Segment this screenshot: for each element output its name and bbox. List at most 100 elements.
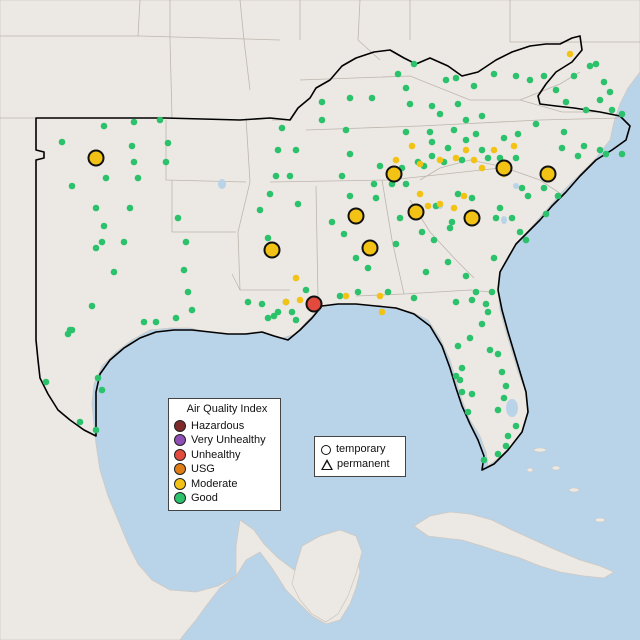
monitor-good[interactable]: [512, 72, 520, 80]
monitor-good[interactable]: [94, 374, 102, 382]
monitor-good[interactable]: [526, 76, 534, 84]
monitor-good[interactable]: [392, 240, 400, 248]
monitor-good[interactable]: [354, 288, 362, 296]
monitor-temporary-moderate[interactable]: [463, 209, 481, 227]
monitor-good[interactable]: [92, 426, 100, 434]
monitor-good[interactable]: [286, 172, 294, 180]
monitor-good[interactable]: [272, 172, 280, 180]
monitor-good[interactable]: [458, 364, 466, 372]
monitor-good[interactable]: [430, 236, 438, 244]
monitor-moderate[interactable]: [392, 156, 400, 164]
monitor-good[interactable]: [512, 422, 520, 430]
monitor-temporary-moderate[interactable]: [539, 165, 557, 183]
monitor-good[interactable]: [462, 272, 470, 280]
monitor-good[interactable]: [68, 182, 76, 190]
monitor-good[interactable]: [452, 372, 460, 380]
monitor-moderate[interactable]: [462, 146, 470, 154]
monitor-good[interactable]: [180, 266, 188, 274]
monitor-temporary-moderate[interactable]: [385, 165, 403, 183]
monitor-good[interactable]: [102, 174, 110, 182]
monitor-good[interactable]: [258, 300, 266, 308]
monitor-good[interactable]: [274, 146, 282, 154]
monitor-good[interactable]: [92, 204, 100, 212]
monitor-good[interactable]: [318, 98, 326, 106]
monitor-good[interactable]: [464, 408, 472, 416]
monitor-moderate[interactable]: [376, 292, 384, 300]
monitor-good[interactable]: [368, 94, 376, 102]
monitor-good[interactable]: [364, 264, 372, 272]
monitor-good[interactable]: [58, 138, 66, 146]
monitor-good[interactable]: [444, 258, 452, 266]
monitor-good[interactable]: [500, 394, 508, 402]
monitor-good[interactable]: [496, 154, 504, 162]
monitor-good[interactable]: [554, 192, 562, 200]
monitor-good[interactable]: [618, 110, 626, 118]
monitor-good[interactable]: [560, 128, 568, 136]
monitor-good[interactable]: [444, 144, 452, 152]
monitor-good[interactable]: [426, 128, 434, 136]
monitor-good[interactable]: [126, 204, 134, 212]
monitor-temporary-moderate[interactable]: [87, 149, 105, 167]
monitor-good[interactable]: [384, 288, 392, 296]
monitor-good[interactable]: [410, 294, 418, 302]
monitor-good[interactable]: [466, 334, 474, 342]
monitor-good[interactable]: [480, 456, 488, 464]
monitor-good[interactable]: [608, 106, 616, 114]
monitor-good[interactable]: [502, 382, 510, 390]
monitor-good[interactable]: [458, 388, 466, 396]
monitor-good[interactable]: [422, 268, 430, 276]
monitor-good[interactable]: [442, 76, 450, 84]
monitor-good[interactable]: [174, 214, 182, 222]
monitor-good[interactable]: [484, 308, 492, 316]
monitor-temporary-moderate[interactable]: [361, 239, 379, 257]
monitor-good[interactable]: [88, 302, 96, 310]
monitor-good[interactable]: [468, 296, 476, 304]
monitor-good[interactable]: [66, 326, 74, 334]
monitor-good[interactable]: [486, 346, 494, 354]
monitor-good[interactable]: [552, 86, 560, 94]
monitor-moderate[interactable]: [436, 200, 444, 208]
monitor-good[interactable]: [458, 156, 466, 164]
monitor-good[interactable]: [540, 184, 548, 192]
monitor-moderate[interactable]: [416, 190, 424, 198]
monitor-good[interactable]: [278, 124, 286, 132]
monitor-good[interactable]: [340, 230, 348, 238]
monitor-good[interactable]: [428, 138, 436, 146]
monitor-good[interactable]: [128, 142, 136, 150]
monitor-good[interactable]: [490, 70, 498, 78]
monitor-good[interactable]: [188, 306, 196, 314]
monitor-good[interactable]: [492, 214, 500, 222]
monitor-good[interactable]: [618, 150, 626, 158]
monitor-good[interactable]: [98, 238, 106, 246]
monitor-moderate[interactable]: [490, 146, 498, 154]
monitor-good[interactable]: [172, 314, 180, 322]
monitor-good[interactable]: [428, 152, 436, 160]
monitor-good[interactable]: [156, 116, 164, 124]
monitor-good[interactable]: [574, 152, 582, 160]
monitor-moderate[interactable]: [452, 154, 460, 162]
monitor-moderate[interactable]: [566, 50, 574, 58]
monitor-good[interactable]: [592, 60, 600, 68]
monitor-good[interactable]: [294, 200, 302, 208]
monitor-good[interactable]: [264, 314, 272, 322]
monitor-good[interactable]: [504, 432, 512, 440]
monitor-good[interactable]: [140, 318, 148, 326]
monitor-good[interactable]: [600, 78, 608, 86]
monitor-good[interactable]: [454, 190, 462, 198]
monitor-moderate[interactable]: [470, 156, 478, 164]
monitor-good[interactable]: [318, 116, 326, 124]
monitor-good[interactable]: [394, 70, 402, 78]
monitor-good[interactable]: [292, 146, 300, 154]
monitor-good[interactable]: [346, 150, 354, 158]
monitor-temporary-moderate[interactable]: [407, 203, 425, 221]
monitor-good[interactable]: [110, 268, 118, 276]
monitor-good[interactable]: [342, 126, 350, 134]
monitor-good[interactable]: [488, 288, 496, 296]
monitor-good[interactable]: [98, 386, 106, 394]
monitor-good[interactable]: [494, 406, 502, 414]
monitor-good[interactable]: [522, 236, 530, 244]
monitor-good[interactable]: [162, 158, 170, 166]
monitor-good[interactable]: [370, 180, 378, 188]
monitor-good[interactable]: [472, 130, 480, 138]
monitor-good[interactable]: [570, 72, 578, 80]
